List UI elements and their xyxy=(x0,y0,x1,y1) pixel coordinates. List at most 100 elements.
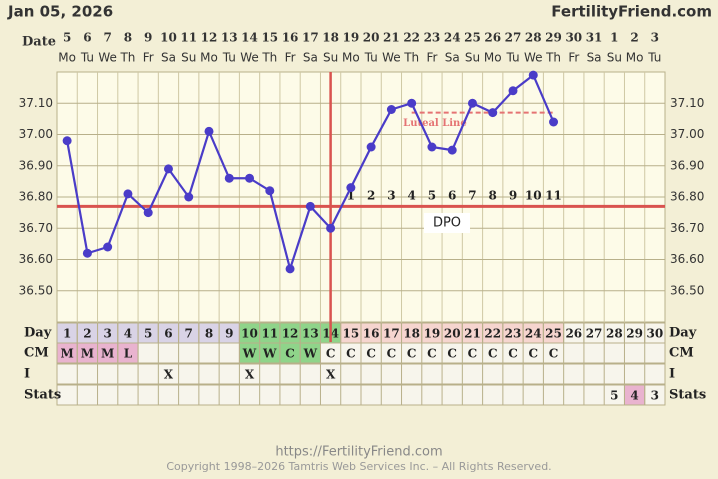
temperature-point xyxy=(407,98,417,108)
table-value: W xyxy=(242,347,257,361)
date: 11 xyxy=(180,31,197,45)
row-label-right: Stats xyxy=(669,388,706,403)
table-value: 10 xyxy=(241,327,258,341)
temperature-point xyxy=(508,86,518,96)
table-value: 2 xyxy=(83,327,91,341)
dpo-number: 9 xyxy=(509,189,517,203)
temperature-point xyxy=(326,223,336,233)
weekday: Su xyxy=(181,51,196,65)
y-tick-label-right: 36.90 xyxy=(670,158,704,172)
temperature-point xyxy=(184,192,194,202)
date: 8 xyxy=(124,31,132,45)
date: 18 xyxy=(322,31,339,45)
temperature-point xyxy=(285,264,295,274)
weekday: Th xyxy=(545,51,561,65)
date: 12 xyxy=(201,31,218,45)
weekday: Tu xyxy=(647,51,661,65)
table-value: C xyxy=(346,347,356,361)
weekday: Sa xyxy=(445,51,460,65)
weekday: We xyxy=(524,51,543,65)
weekday: Su xyxy=(607,51,622,65)
y-tick-label-right: 37.10 xyxy=(670,96,704,110)
weekday: Fr xyxy=(568,51,579,65)
date: 27 xyxy=(505,31,522,45)
dpo-number: 1 xyxy=(347,189,355,203)
temperature-point xyxy=(103,242,113,252)
table-value: 25 xyxy=(545,327,562,341)
table-value: 20 xyxy=(444,327,461,341)
table-value: 27 xyxy=(586,327,603,341)
table-value: 28 xyxy=(606,327,623,341)
weekday: Fr xyxy=(143,51,154,65)
y-tick-label: 37.00 xyxy=(19,127,53,141)
table-value: C xyxy=(508,347,518,361)
weekday: Mo xyxy=(200,51,218,65)
weekday: We xyxy=(240,51,259,65)
date: 28 xyxy=(525,31,542,45)
temperature-point xyxy=(143,208,153,218)
table-value: L xyxy=(124,347,133,361)
site-name: FertilityFriend.com xyxy=(551,3,712,21)
date: 30 xyxy=(565,31,582,45)
weekday: Th xyxy=(119,51,135,65)
date: 16 xyxy=(282,31,299,45)
y-tick-label-right: 36.80 xyxy=(670,190,704,204)
temperature-point xyxy=(386,105,396,114)
table-value: C xyxy=(387,347,397,361)
table-value: 30 xyxy=(647,327,664,341)
weekday: Mo xyxy=(58,51,76,65)
table-value: C xyxy=(528,347,538,361)
date: 22 xyxy=(403,31,420,45)
table-value: X xyxy=(164,368,174,382)
dpo-number: 5 xyxy=(428,189,436,203)
table-value: 3 xyxy=(651,389,659,403)
date: 3 xyxy=(651,31,659,45)
date: 13 xyxy=(221,31,238,45)
luteal-label: Luteal Line xyxy=(403,118,467,129)
table-value: 4 xyxy=(630,389,638,403)
table-value: C xyxy=(407,347,417,361)
table-value: C xyxy=(468,347,478,361)
date: 31 xyxy=(586,31,603,45)
date: 9 xyxy=(144,31,152,45)
weekday: Sa xyxy=(161,51,176,65)
weekday: Tu xyxy=(80,51,94,65)
table-value: 5 xyxy=(144,327,152,341)
temperature-point xyxy=(62,136,72,146)
table-value: 8 xyxy=(205,327,213,341)
temperature-point xyxy=(245,173,255,183)
dpo-number: 10 xyxy=(525,189,542,203)
y-tick-label: 36.60 xyxy=(19,252,53,266)
table-value: W xyxy=(303,347,318,361)
table-value: 26 xyxy=(565,327,582,341)
table-value: M xyxy=(101,347,114,361)
date: 17 xyxy=(302,31,319,45)
weekday: Th xyxy=(403,51,419,65)
dpo-number: 3 xyxy=(387,189,395,203)
table-value: W xyxy=(262,347,277,361)
y-tick-label-right: 36.50 xyxy=(670,283,704,297)
table-value: 6 xyxy=(164,327,172,341)
weekday: We xyxy=(98,51,117,65)
date: 5 xyxy=(63,31,71,45)
row-label-right: I xyxy=(669,367,675,382)
y-tick-label: 36.50 xyxy=(19,283,53,297)
dpo-number: 6 xyxy=(448,189,456,203)
table-value: 24 xyxy=(525,327,542,341)
weekday: Tu xyxy=(222,51,236,65)
table-value: 17 xyxy=(383,327,400,341)
weekday: Fr xyxy=(426,51,437,65)
date: 1 xyxy=(610,31,618,45)
y-tick-label-right: 36.70 xyxy=(670,221,704,235)
chart-date: Jan 05, 2026 xyxy=(7,3,113,21)
row-label: I xyxy=(24,367,30,382)
weekday: Tu xyxy=(364,51,378,65)
y-tick-label-right: 37.00 xyxy=(670,127,704,141)
temperature-point xyxy=(305,201,315,211)
date: 10 xyxy=(160,31,177,45)
row-label: Stats xyxy=(24,388,61,403)
table-value: 19 xyxy=(424,327,441,341)
row-label: Day xyxy=(24,326,52,341)
temperature-point xyxy=(528,70,538,80)
